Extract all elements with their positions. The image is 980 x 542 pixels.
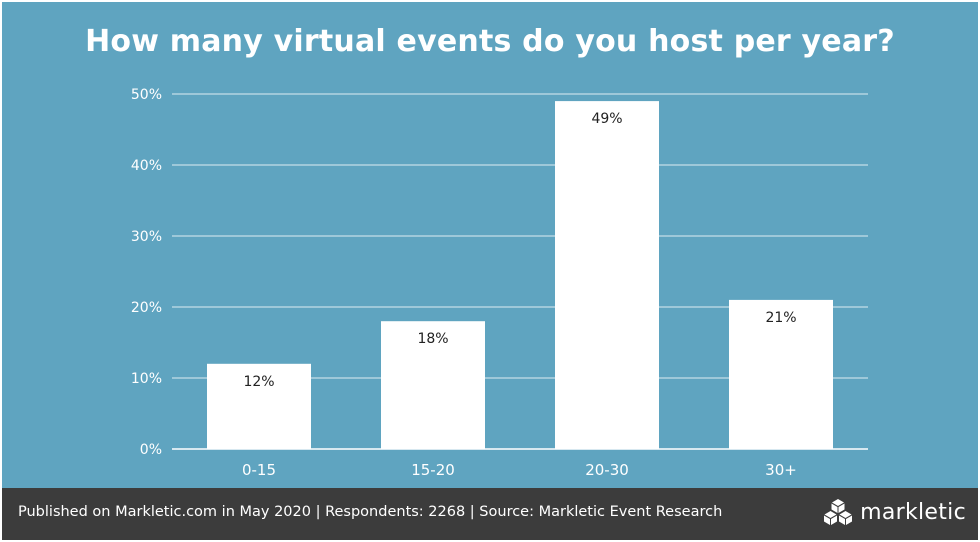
bar-chart: 0% 10% 20% 30% 40% 50% 12% 0-15 18% 15-20 49% 20-30… — [131, 87, 868, 479]
y-tick-label: 40% — [131, 158, 162, 174]
brand-name: markletic — [860, 499, 966, 525]
chart-title: How many virtual events do you host per … — [85, 24, 895, 59]
bar-value-label: 12% — [243, 374, 274, 390]
x-tick-label: 15-20 — [411, 461, 455, 479]
bar — [555, 101, 659, 449]
x-tick-label: 20-30 — [585, 461, 629, 479]
bar — [207, 363, 311, 449]
bar-value-label: 18% — [417, 331, 448, 347]
markletic-cubes-icon — [824, 499, 853, 525]
footer-source-text: Published on Markletic.com in May 2020 |… — [18, 504, 723, 520]
chart-panel: How many virtual events do you host per … — [2, 2, 978, 488]
y-tick-label: 20% — [131, 300, 162, 316]
brand-logo: markletic — [822, 498, 966, 526]
footer-bar: Published on Markletic.com in May 2020 |… — [2, 488, 978, 540]
bar — [729, 299, 833, 449]
x-tick-label: 30+ — [765, 461, 797, 479]
y-tick-label: 50% — [131, 87, 162, 103]
y-tick-label: 30% — [131, 229, 162, 245]
bar-value-label: 21% — [765, 310, 796, 326]
y-tick-label: 10% — [131, 371, 162, 387]
bar-value-label: 49% — [591, 111, 622, 127]
x-tick-label: 0-15 — [242, 461, 276, 479]
y-tick-label: 0% — [140, 442, 162, 458]
bar — [381, 321, 485, 449]
